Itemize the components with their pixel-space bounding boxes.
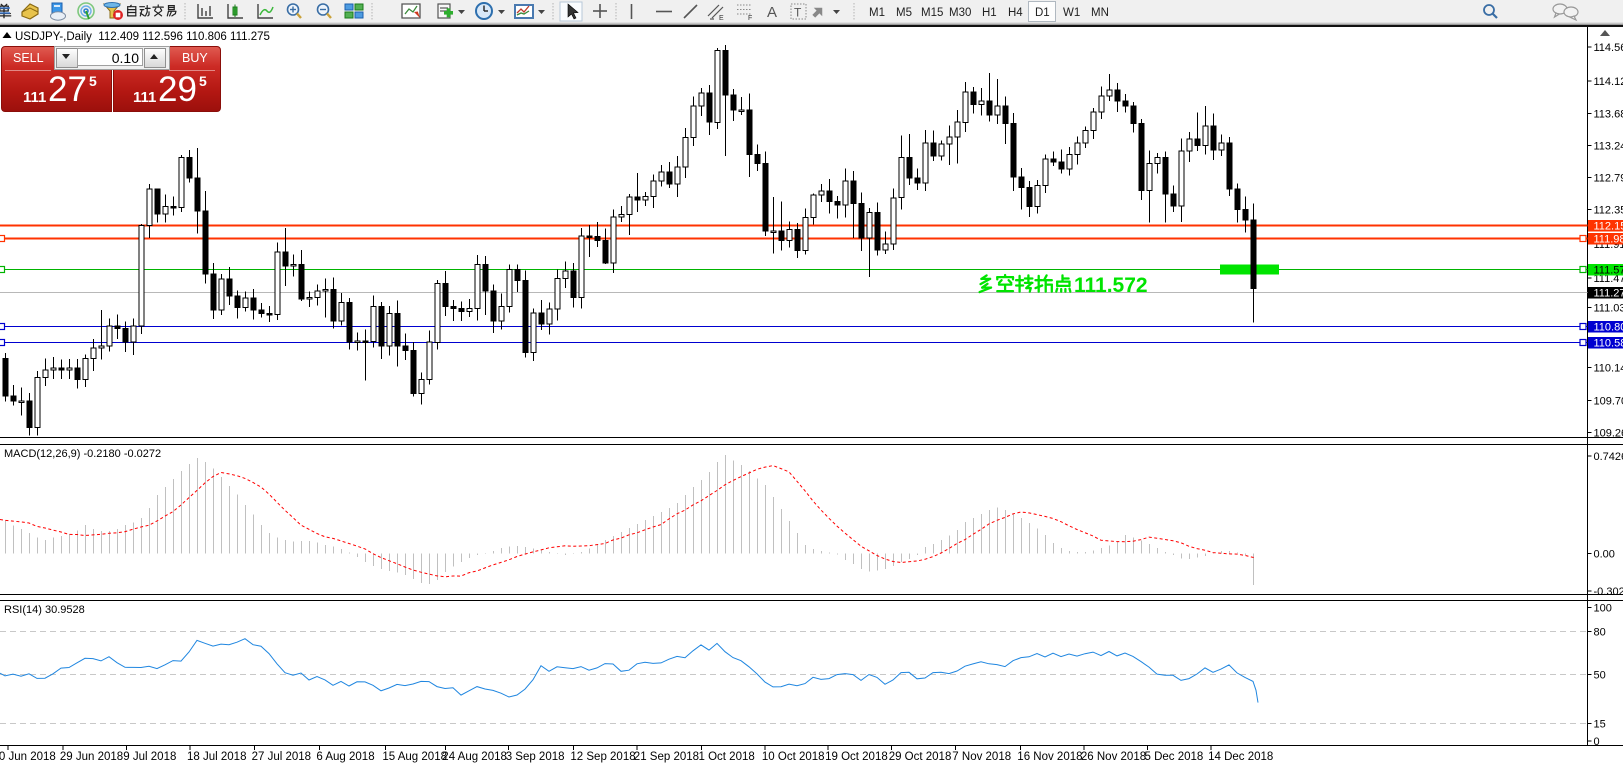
svg-text:1 Oct 2018: 1 Oct 2018 [699,751,755,763]
svg-text:M15: M15 [921,7,943,19]
svg-text:0: 0 [1594,736,1600,748]
svg-text:100: 100 [1594,603,1612,615]
svg-text:112.158: 112.158 [1594,221,1623,233]
svg-text:109.700: 109.700 [1594,395,1623,407]
svg-text:109.260: 109.260 [1594,427,1623,439]
svg-text:MN: MN [1091,7,1109,19]
svg-text:113.680: 113.680 [1594,109,1623,121]
svg-text:6 Aug 2018: 6 Aug 2018 [316,751,374,763]
svg-text:114.120: 114.120 [1594,76,1623,88]
svg-text:E: E [719,15,724,22]
svg-text:7 Nov 2018: 7 Nov 2018 [952,751,1011,763]
svg-text:M1: M1 [869,7,885,19]
svg-text:10 Oct 2018: 10 Oct 2018 [762,751,825,763]
svg-text:MACD(12,26,9) -0.2180 -0.0272: MACD(12,26,9) -0.2180 -0.0272 [4,448,161,460]
svg-text:18 Jul 2018: 18 Jul 2018 [187,751,246,763]
svg-text:110.807: 110.807 [1594,322,1623,334]
svg-text:D1: D1 [1035,7,1050,19]
svg-text:24 Aug 2018: 24 Aug 2018 [442,751,507,763]
svg-text:19 Oct 2018: 19 Oct 2018 [825,751,888,763]
svg-text:29 Oct 2018: 29 Oct 2018 [889,751,952,763]
svg-text:113.240: 113.240 [1594,141,1623,153]
svg-text:111.572: 111.572 [1074,274,1148,297]
svg-text:A: A [767,4,777,21]
svg-text:T: T [794,6,802,20]
svg-text:27 Jul 2018: 27 Jul 2018 [252,751,311,763]
svg-text:110.140: 110.140 [1594,363,1623,375]
svg-text:50: 50 [1594,670,1606,682]
svg-text:5 Dec 2018: 5 Dec 2018 [1145,751,1204,763]
svg-text:3 Sep 2018: 3 Sep 2018 [506,751,565,763]
svg-text:H4: H4 [1008,7,1023,19]
svg-text:14 Dec 2018: 14 Dec 2018 [1208,751,1273,763]
svg-text:110.589: 110.589 [1594,338,1623,350]
svg-text:112.350: 112.350 [1594,205,1623,217]
svg-text:111.275: 111.275 [1594,288,1623,300]
svg-text:111.470: 111.470 [1594,273,1623,285]
svg-text:111.980: 111.980 [1594,234,1623,246]
svg-text:114.560: 114.560 [1594,42,1623,54]
svg-text:12 Sep 2018: 12 Sep 2018 [570,751,635,763]
svg-text:0.7426: 0.7426 [1594,451,1623,463]
svg-text:29 Jun 2018: 29 Jun 2018 [60,751,123,763]
svg-text:USDJPY-,Daily 112.409 112.596: USDJPY-,Daily 112.409 112.596 110.806 11… [15,31,270,43]
svg-text:26 Nov 2018: 26 Nov 2018 [1081,751,1146,763]
svg-text:21 Sep 2018: 21 Sep 2018 [634,751,699,763]
svg-text:16 Nov 2018: 16 Nov 2018 [1017,751,1082,763]
svg-text:M5: M5 [896,7,912,19]
svg-text:15 Aug 2018: 15 Aug 2018 [382,751,447,763]
svg-text:80: 80 [1594,627,1606,639]
svg-text:15: 15 [1594,719,1606,731]
svg-text:9 Jul 2018: 9 Jul 2018 [123,751,176,763]
svg-text:H1: H1 [982,7,997,19]
svg-text:M30: M30 [949,7,971,19]
svg-text:F: F [748,15,752,22]
svg-text:112.790: 112.790 [1594,173,1623,185]
svg-text:0.00: 0.00 [1594,549,1615,561]
svg-text:W1: W1 [1063,7,1080,19]
svg-text:-0.302: -0.302 [1594,586,1623,598]
svg-text:111.030: 111.030 [1594,303,1623,315]
svg-text:20 Jun 2018: 20 Jun 2018 [0,751,56,763]
svg-text:111.572: 111.572 [1594,265,1623,277]
svg-text:RSI(14) 30.9528: RSI(14) 30.9528 [4,604,85,616]
